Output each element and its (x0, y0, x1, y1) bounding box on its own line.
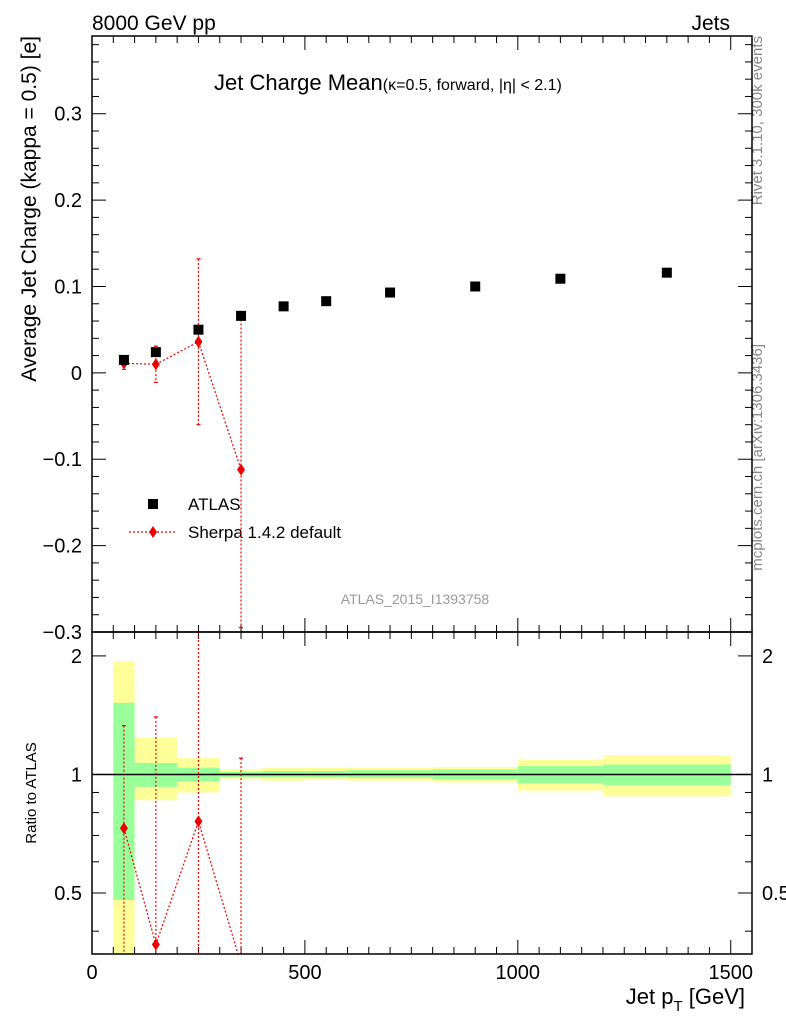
legend-sherpa-marker (149, 526, 157, 538)
legend-sherpa-label: Sherpa 1.4.2 default (188, 523, 341, 542)
x-axis-label-sub: T (673, 998, 682, 1015)
atlas-data-point (555, 273, 566, 284)
ratio-panel: 0.5 0.5 1 1 2 2 0 500 1000 1500 Ratio to ATLAS Je… (23, 631, 786, 1015)
rivet-label: Rivet 3.1.10, 300k events (749, 36, 766, 205)
y-tick-label: 0.2 (54, 190, 82, 212)
y-tick-label: 0.1 (54, 276, 82, 298)
y-tick-label: −0.2 (43, 536, 82, 558)
legend: ATLAS Sherpa 1.4.2 default (129, 495, 341, 542)
main-y-axis-label: Average Jet Charge (kappa = 0.5) [e] (18, 36, 41, 382)
header-left-label: 8000 GeV pp (92, 12, 216, 35)
sherpa-data-point (151, 358, 160, 371)
legend-atlas-label: ATLAS (188, 495, 241, 514)
x-axis-label-unit: [GeV] (683, 984, 745, 1009)
ratio-axis-ticks: 0.5 0.5 1 1 2 2 0 500 1000 1500 (54, 632, 786, 984)
atlas-data-point (193, 324, 204, 335)
atlas-data-point (150, 347, 161, 358)
ratio-y-tick-label: 2 (71, 646, 82, 668)
x-tick-label: 1500 (708, 962, 753, 984)
main-frame (91, 35, 753, 633)
main-panel: −0.3 −0.2 −0.1 0 0.1 0.2 0.3 ATLAS Sherpa 1.4.2… (18, 35, 753, 644)
sherpa-data-point (194, 335, 203, 348)
analysis-tag: ATLAS_2015_I1393758 (341, 591, 490, 607)
sherpa-series (119, 258, 246, 629)
inner-band (113, 702, 135, 900)
x-tick-label: 1000 (496, 962, 541, 984)
ratio-y-tick-label: 0.5 (54, 883, 82, 905)
y-tick-label: −0.1 (43, 449, 82, 471)
ratio-uncertainty-bands (92, 661, 752, 954)
ratio-sherpa-point (119, 822, 128, 835)
legend-atlas-marker (148, 499, 158, 509)
main-axis-ticks: −0.3 −0.2 −0.1 0 0.1 0.2 0.3 (43, 36, 753, 644)
atlas-data-point (321, 296, 332, 307)
x-tick-label: 500 (288, 962, 321, 984)
x-tick-label: 0 (86, 962, 97, 984)
ratio-y-axis-label: Ratio to ATLAS (23, 742, 40, 843)
atlas-data-point (385, 287, 396, 298)
ratio-sherpa-point (151, 938, 160, 951)
x-axis-label-main: Jet p (626, 984, 674, 1009)
sherpa-line (123, 340, 242, 470)
atlas-series (118, 267, 672, 365)
atlas-data-point (118, 354, 129, 365)
atlas-data-point (470, 281, 481, 292)
ratio-sherpa-line (123, 819, 239, 954)
mcplots-label: mcplots.cern.ch [arXiv:1306.3436] (749, 344, 766, 571)
chart-title: Jet Charge Mean(κ=0.5, forward, |η| < 2.… (214, 70, 562, 95)
y-tick-label: 0.3 (54, 104, 82, 126)
atlas-data-point (236, 310, 247, 321)
ratio-y-tick-label: 1 (71, 764, 82, 786)
ratio-y-tick-label-right: 2 (762, 646, 773, 668)
y-tick-label: 0 (71, 363, 82, 385)
ratio-y-tick-label-right: 1 (762, 764, 773, 786)
header-right-label: Jets (691, 12, 730, 35)
ratio-sherpa-point (194, 815, 203, 828)
ratio-frame (91, 631, 753, 955)
ratio-y-tick-label-right: 0.5 (762, 883, 786, 905)
atlas-data-point (278, 301, 289, 312)
chart-title-main: Jet Charge Mean (214, 70, 383, 95)
y-tick-label: −0.3 (43, 622, 82, 644)
sherpa-data-point (237, 463, 246, 476)
x-axis-label: Jet pT [GeV] (626, 984, 745, 1015)
ratio-sherpa-series (119, 632, 244, 954)
chart-title-sub: (κ=0.5, forward, |η| < 2.1) (383, 77, 562, 94)
atlas-data-point (661, 267, 672, 278)
